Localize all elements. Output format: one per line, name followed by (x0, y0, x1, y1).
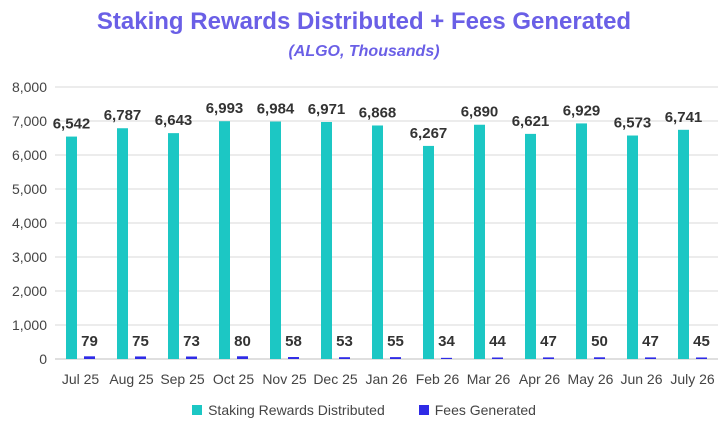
bar-fees-generated[interactable] (186, 356, 197, 359)
y-tick-label: 8,000 (12, 79, 47, 95)
x-tick-label: July 26 (670, 371, 715, 387)
x-tick-label: Jul 25 (62, 371, 100, 387)
y-tick-label: 0 (39, 351, 47, 367)
data-label-fees: 50 (591, 333, 608, 350)
bar-fees-generated[interactable] (390, 357, 401, 359)
gridlines (55, 86, 718, 360)
bar-fees-generated[interactable] (696, 357, 707, 359)
bar-fees-generated[interactable] (594, 357, 605, 359)
bar-staking-rewards[interactable] (270, 121, 281, 359)
data-label-staking: 6,890 (461, 104, 499, 121)
bar-fees-generated[interactable] (288, 357, 299, 359)
data-label-staking: 6,993 (206, 100, 244, 117)
x-tick-label: Jun 26 (620, 371, 662, 387)
bar-staking-rewards[interactable] (627, 135, 638, 359)
legend: Staking Rewards Distributed Fees Generat… (0, 402, 728, 418)
data-label-fees: 53 (336, 333, 353, 350)
data-label-fees: 80 (234, 333, 251, 350)
bar-staking-rewards[interactable] (372, 125, 383, 359)
bar-staking-rewards[interactable] (168, 133, 179, 359)
data-label-staking: 6,267 (410, 125, 448, 142)
bar-staking-rewards[interactable] (423, 145, 434, 359)
x-tick-label: Jan 26 (365, 371, 407, 387)
data-label-staking: 6,542 (53, 116, 91, 133)
data-label-staking: 6,787 (104, 107, 142, 124)
bar-fees-generated[interactable] (543, 357, 554, 359)
bars (66, 121, 707, 360)
data-label-fees: 79 (81, 333, 98, 350)
data-label-fees: 73 (183, 333, 200, 350)
x-tick-label: Feb 26 (416, 371, 460, 387)
y-tick-label: 3,000 (12, 249, 47, 265)
y-tick-label: 4,000 (12, 215, 47, 231)
bar-staking-rewards[interactable] (474, 124, 485, 360)
x-tick-label: Nov 25 (262, 371, 307, 387)
data-label-staking: 6,984 (257, 101, 295, 118)
x-tick-label: Mar 26 (467, 371, 511, 387)
x-tick-label: Aug 25 (109, 371, 154, 387)
data-label-fees: 47 (642, 333, 659, 350)
data-label-fees: 58 (285, 333, 302, 350)
x-tick-label: Apr 26 (519, 371, 560, 387)
y-tick-label: 5,000 (12, 181, 47, 197)
bar-fees-generated[interactable] (441, 357, 452, 359)
bar-staking-rewards[interactable] (678, 129, 689, 359)
bar-staking-rewards[interactable] (576, 123, 587, 359)
x-axis: Jul 25 Aug 25 Sep 25 Oct 25 Nov 25 Dec 25 Jan … (62, 371, 715, 387)
legend-item-fees[interactable]: Fees Generated (418, 402, 536, 418)
data-label-staking: 6,741 (665, 109, 703, 126)
bar-staking-rewards[interactable] (321, 121, 332, 360)
data-label-staking: 6,868 (359, 104, 397, 121)
data-label-fees: 75 (132, 333, 149, 350)
bar-staking-rewards[interactable] (117, 128, 128, 359)
x-tick-label: May 26 (568, 371, 614, 387)
legend-item-staking[interactable]: Staking Rewards Distributed (192, 402, 385, 418)
bar-fees-generated[interactable] (339, 357, 350, 359)
legend-label-fees: Fees Generated (434, 402, 536, 418)
legend-swatch-staking (192, 405, 203, 415)
legend-label-staking: Staking Rewards Distributed (208, 402, 385, 418)
data-label-fees: 44 (489, 333, 506, 350)
bar-fees-generated[interactable] (492, 357, 503, 359)
bar-staking-rewards[interactable] (66, 136, 77, 359)
data-label-staking: 6,929 (563, 102, 601, 119)
data-label-fees: 45 (693, 333, 710, 350)
data-label-staking: 6,621 (512, 113, 550, 130)
chart-subtitle: (ALGO, Thousands) (288, 43, 440, 60)
data-label-staking: 6,643 (155, 112, 193, 129)
data-label-staking: 6,573 (614, 115, 652, 132)
bar-fees-generated[interactable] (645, 357, 656, 359)
y-tick-label: 7,000 (12, 113, 47, 129)
bar-fees-generated[interactable] (237, 356, 248, 359)
bar-staking-rewards[interactable] (219, 121, 230, 359)
chart-title: Staking Rewards Distributed + Fees Gener… (96, 8, 632, 35)
data-label-fees: 55 (387, 333, 404, 350)
y-axis: 0 1,000 2,000 3,000 4,000 5,000 6,000 7,000 8,00… (12, 79, 47, 367)
y-tick-label: 1,000 (12, 317, 47, 333)
legend-swatch-fees (418, 405, 429, 415)
bar-staking-rewards[interactable] (525, 133, 536, 359)
bar-fees-generated[interactable] (135, 356, 146, 359)
bar-fees-generated[interactable] (84, 356, 95, 359)
data-label-staking: 6,971 (308, 101, 346, 118)
x-tick-label: Dec 25 (313, 371, 358, 387)
x-tick-label: Sep 25 (160, 371, 205, 387)
data-label-fees: 34 (438, 333, 455, 350)
data-label-fees: 47 (540, 333, 557, 350)
x-tick-label: Oct 25 (213, 371, 254, 387)
y-tick-label: 6,000 (12, 147, 47, 163)
data-labels: 6,542 79 6,787 75 6,643 73 6,993 80 6,984 58 6,971… (53, 100, 710, 350)
y-tick-label: 2,000 (12, 283, 47, 299)
